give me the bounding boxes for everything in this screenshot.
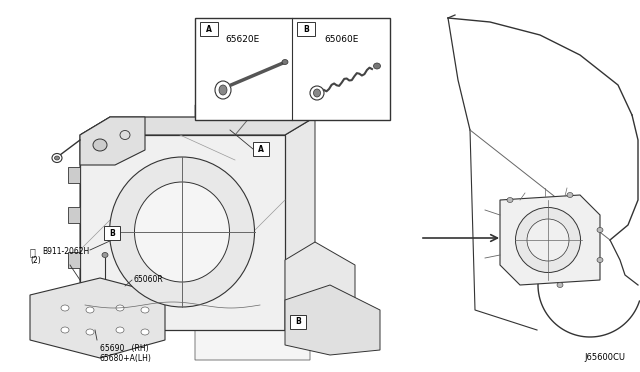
Ellipse shape <box>282 60 288 64</box>
Bar <box>297 22 315 36</box>
Ellipse shape <box>597 228 603 232</box>
Text: 65060R: 65060R <box>133 276 163 285</box>
Ellipse shape <box>219 85 227 95</box>
Ellipse shape <box>527 219 569 261</box>
Ellipse shape <box>120 131 130 140</box>
Text: A: A <box>206 25 212 33</box>
Text: Ⓝ: Ⓝ <box>30 247 36 257</box>
Ellipse shape <box>374 63 381 69</box>
Ellipse shape <box>54 156 60 160</box>
Text: J65600CU: J65600CU <box>584 353 625 362</box>
Ellipse shape <box>86 329 94 335</box>
Text: B: B <box>109 228 115 237</box>
Text: 65680+A(LH): 65680+A(LH) <box>100 353 152 362</box>
Polygon shape <box>80 117 315 135</box>
Bar <box>253 142 269 156</box>
Ellipse shape <box>61 305 69 311</box>
Polygon shape <box>80 117 145 165</box>
Text: A: A <box>258 144 264 154</box>
Text: B: B <box>303 25 309 33</box>
Bar <box>200 22 218 36</box>
Ellipse shape <box>116 327 124 333</box>
Bar <box>68 167 80 183</box>
Polygon shape <box>80 117 110 330</box>
Text: (2): (2) <box>30 257 41 266</box>
Ellipse shape <box>141 329 149 335</box>
Polygon shape <box>80 312 315 330</box>
Bar <box>195 18 390 120</box>
Text: 65690   (RH): 65690 (RH) <box>100 343 148 353</box>
Polygon shape <box>285 242 355 330</box>
Polygon shape <box>80 135 285 330</box>
Text: 65060E: 65060E <box>325 35 359 45</box>
Ellipse shape <box>134 182 230 282</box>
Ellipse shape <box>52 154 62 163</box>
Ellipse shape <box>215 81 231 99</box>
Ellipse shape <box>567 192 573 198</box>
Ellipse shape <box>116 305 124 311</box>
Polygon shape <box>195 105 310 360</box>
Bar <box>68 207 80 223</box>
Ellipse shape <box>314 89 321 97</box>
Text: 65620E: 65620E <box>226 35 260 45</box>
Polygon shape <box>285 117 315 330</box>
Polygon shape <box>500 195 600 285</box>
Bar <box>104 226 120 240</box>
Text: B911-2062H: B911-2062H <box>42 247 89 257</box>
Polygon shape <box>285 285 380 355</box>
Ellipse shape <box>141 307 149 313</box>
Ellipse shape <box>102 253 108 257</box>
Ellipse shape <box>597 257 603 263</box>
Bar <box>68 252 80 268</box>
Ellipse shape <box>310 86 324 100</box>
Polygon shape <box>30 278 165 358</box>
Ellipse shape <box>515 208 580 273</box>
Bar <box>290 315 306 329</box>
Ellipse shape <box>109 157 255 307</box>
Ellipse shape <box>507 198 513 202</box>
Ellipse shape <box>248 112 256 119</box>
Ellipse shape <box>61 327 69 333</box>
Ellipse shape <box>86 307 94 313</box>
Ellipse shape <box>93 139 107 151</box>
Text: B: B <box>295 317 301 327</box>
Ellipse shape <box>557 282 563 288</box>
